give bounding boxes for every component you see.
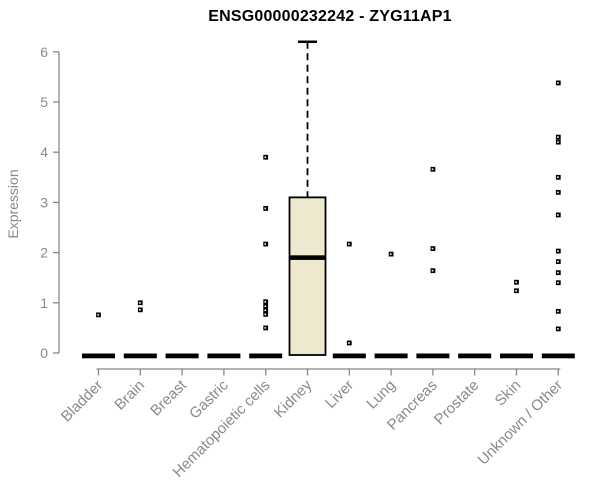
outlier-point-center	[557, 260, 559, 263]
collapsed-box	[541, 353, 575, 359]
x-tick-label: Liver	[322, 377, 357, 412]
x-tick-label: Lung	[363, 377, 399, 413]
collapsed-box	[249, 353, 283, 359]
outlier-point-center	[431, 269, 434, 272]
collapsed-box	[82, 353, 115, 359]
outlier-point-center	[139, 309, 141, 311]
outlier-point-center	[264, 300, 267, 303]
outlier-point-center	[557, 191, 559, 194]
x-tick-label: Brain	[111, 377, 148, 414]
y-tick-label: 5	[40, 94, 48, 110]
outlier-point-center	[557, 310, 559, 313]
outlier-point-center	[557, 281, 559, 284]
x-tick-label: Prostate	[431, 377, 483, 429]
y-tick-label: 6	[40, 44, 48, 60]
x-tick-label: Breast	[147, 376, 190, 419]
y-tick-label: 3	[40, 194, 48, 210]
collapsed-box	[374, 353, 408, 359]
outlier-point-center	[139, 302, 141, 304]
outlier-point-center	[264, 327, 267, 329]
outlier-point-center	[557, 141, 559, 143]
median-line	[289, 255, 326, 260]
collapsed-box	[500, 353, 533, 359]
outlier-point-center	[557, 136, 559, 138]
outlier-point-center	[264, 207, 267, 210]
outlier-point-center	[557, 82, 559, 84]
outlier-point-center	[97, 314, 99, 316]
collapsed-box	[123, 353, 157, 359]
y-tick-label: 1	[40, 295, 48, 311]
outlier-point-center	[557, 214, 559, 216]
collapsed-box	[458, 353, 492, 359]
y-tick-label: 0	[40, 345, 48, 361]
box	[288, 196, 327, 356]
outlier-point-center	[557, 271, 559, 274]
y-tick-label: 4	[40, 144, 48, 160]
x-tick-label: Skin	[492, 377, 525, 410]
outlier-point-center	[431, 247, 434, 250]
outlier-point-center	[264, 305, 267, 308]
outlier-point-center	[348, 243, 350, 245]
x-tick-label: Kidney	[271, 376, 316, 421]
collapsed-box	[165, 353, 199, 359]
outlier-point-center	[264, 243, 267, 245]
outlier-point-center	[515, 289, 517, 292]
x-tick-label: Bladder	[58, 377, 107, 426]
outlier-point-center	[264, 309, 267, 312]
outlier-point-center	[557, 176, 559, 179]
outlier-point-center	[264, 156, 267, 159]
outlier-point-center	[431, 168, 434, 171]
collapsed-box	[332, 353, 366, 359]
outlier-point-center	[557, 250, 559, 252]
outlier-point-center	[348, 342, 350, 344]
collapsed-box	[207, 353, 241, 359]
outlier-point-center	[264, 313, 267, 316]
outlier-point-center	[557, 328, 559, 330]
collapsed-box	[416, 353, 450, 359]
outlier-point-center	[389, 253, 392, 255]
chart-title: ENSG00000232242 - ZYG11AP1	[208, 8, 452, 25]
y-tick-label: 2	[40, 245, 48, 261]
outlier-point-center	[515, 281, 517, 284]
